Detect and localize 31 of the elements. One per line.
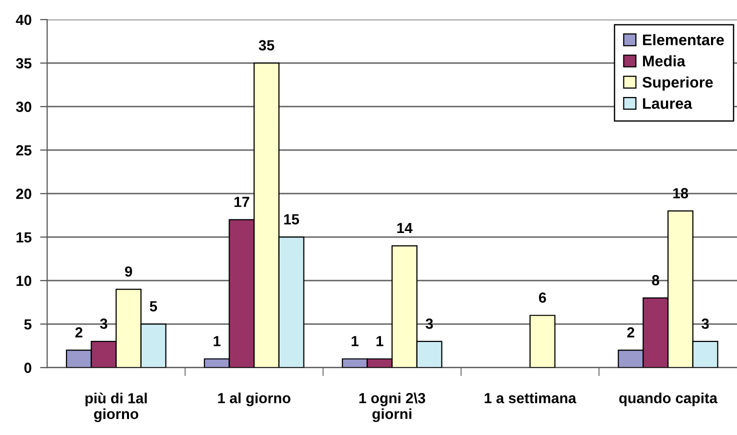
x-tick-label: 1 al giorno: [218, 392, 290, 406]
data-label: 35: [258, 40, 274, 50]
x-tick-label: 1 ogni 2\3 giorni: [359, 392, 426, 422]
data-label: 5: [150, 301, 158, 312]
y-tick-label: 30: [16, 102, 32, 112]
data-label: 1: [214, 336, 221, 346]
legend-label: Elementare: [643, 34, 724, 46]
legend-label: Media: [643, 55, 686, 66]
data-label: 9: [125, 266, 132, 277]
data-label: 2: [75, 327, 82, 338]
bar: [529, 314, 556, 368]
data-label: 15: [284, 214, 300, 224]
data-label: 2: [627, 327, 634, 338]
x-tick-label: più di 1al giorno: [86, 392, 147, 422]
legend-label: Laurea: [643, 98, 692, 109]
data-label: 6: [538, 292, 546, 303]
legend-label: Superiore: [642, 76, 713, 91]
data-label: 17: [234, 196, 250, 207]
y-tick-label: 25: [16, 145, 32, 156]
y-tick-label: 20: [16, 188, 32, 200]
y-tick-label: 0: [24, 362, 32, 374]
data-label: 1: [376, 336, 384, 346]
data-label: 14: [397, 222, 413, 234]
y-tick-label: 35: [16, 58, 32, 69]
y-tick-label: 40: [16, 14, 32, 26]
y-tick-label: 5: [24, 319, 32, 330]
y-tick-label: 15: [16, 232, 32, 243]
y-tick-label: 10: [16, 276, 32, 286]
x-tick-label: 1 a settimana: [484, 392, 576, 404]
x-tick-label: quando capita: [619, 392, 718, 406]
data-label: 1: [352, 336, 358, 346]
